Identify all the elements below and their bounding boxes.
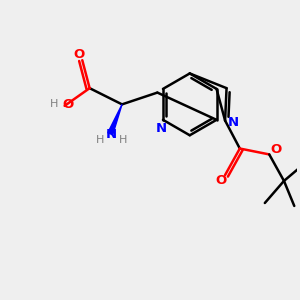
Text: H: H (118, 135, 127, 145)
Text: N: N (228, 116, 239, 128)
Polygon shape (108, 104, 122, 135)
Text: H: H (96, 135, 104, 145)
Text: O: O (270, 142, 281, 156)
Text: O: O (215, 174, 226, 187)
Text: O: O (62, 98, 73, 111)
Text: N: N (156, 122, 167, 135)
Text: O: O (74, 48, 85, 62)
Text: N: N (106, 128, 117, 141)
Text: H: H (50, 99, 58, 110)
